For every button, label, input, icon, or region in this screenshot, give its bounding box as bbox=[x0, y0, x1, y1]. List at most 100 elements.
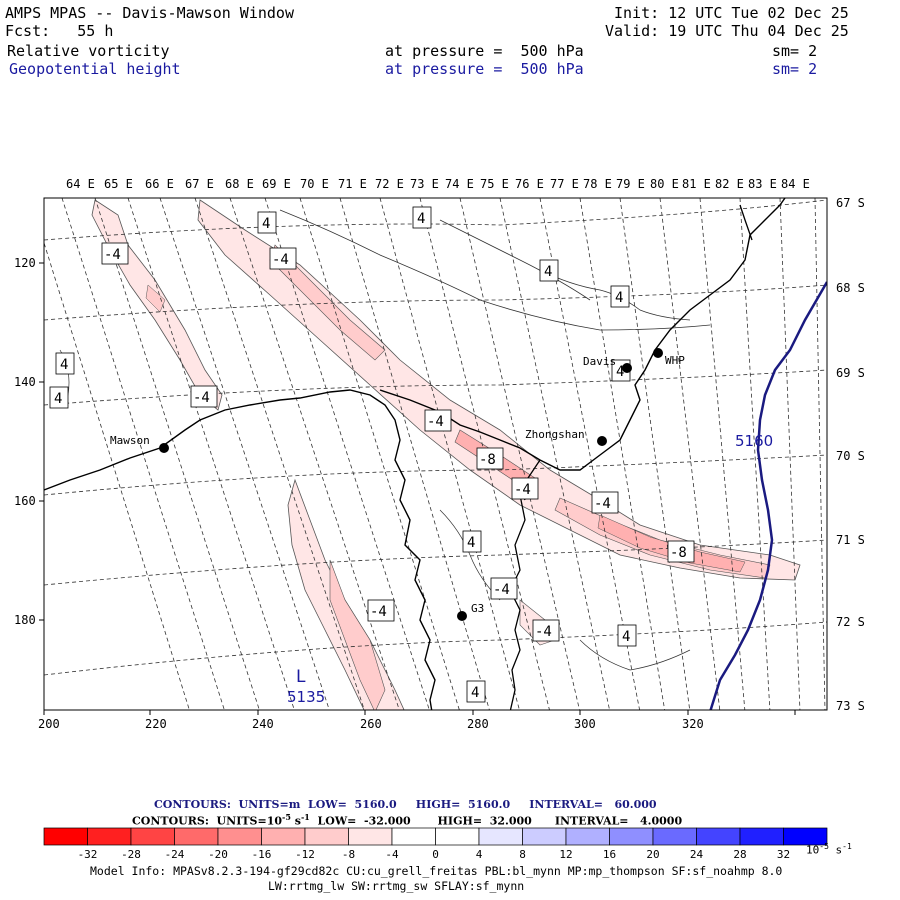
coastline-east bbox=[379, 198, 786, 471]
y-tick-label: 140 bbox=[14, 375, 36, 389]
x-tick-label: 220 bbox=[145, 717, 167, 731]
vort-legend-interval: INTERVAL= 4.0000 bbox=[554, 814, 683, 828]
contour-label-box: 4 bbox=[617, 624, 637, 647]
lon-label: 77 E bbox=[550, 177, 579, 191]
colorbar-unit-s: s bbox=[828, 843, 843, 857]
contour-labels: 4 -4 4 -4 4 4 4 4 -4 4 -4 -8 -4 -4 -8 4 … bbox=[49, 206, 695, 703]
station-marker-davis[interactable] bbox=[622, 363, 632, 373]
colorbar-swatch bbox=[522, 827, 567, 846]
lon-label: 79 E bbox=[616, 177, 645, 191]
colorbar-tick-label: 20 bbox=[646, 848, 659, 861]
vort-legend-exp2: -1 bbox=[300, 812, 310, 822]
station-label-g3: G3 bbox=[471, 602, 484, 615]
contour-label-box: 4 bbox=[466, 680, 486, 703]
field2-level: at pressure = 500 hPa bbox=[385, 60, 584, 78]
contour-label-box: -4 bbox=[101, 242, 129, 265]
y-axis: 120 140 160 180 bbox=[14, 256, 44, 627]
colorbar-tick-label: -8 bbox=[342, 848, 355, 861]
colorbar-tick-label: 24 bbox=[690, 848, 704, 861]
lon-label: 66 E bbox=[145, 177, 174, 191]
height-contour-legend: CONTOURS: UNITS=m LOW= 5160.0 HIGH= 5160… bbox=[154, 798, 657, 811]
forecast-label: Fcst: bbox=[5, 22, 51, 40]
svg-text:4: 4 bbox=[544, 264, 552, 280]
colorbar-swatch bbox=[783, 827, 828, 846]
lon-labels: 64 E 65 E 66 E 67 E 68 E 69 E 70 E 71 E … bbox=[66, 177, 810, 191]
lon-label: 67 E bbox=[185, 177, 214, 191]
x-tick-label: 280 bbox=[467, 717, 489, 731]
lon-label: 64 E bbox=[66, 177, 95, 191]
height-legend-high: HIGH= 5160.0 bbox=[415, 798, 511, 811]
colorbar-tick-label: 32 bbox=[777, 848, 790, 861]
station-marker-zhongshan[interactable] bbox=[597, 436, 607, 446]
field1-level-value: 500 hPa bbox=[520, 42, 584, 60]
station-marker-whp[interactable] bbox=[653, 348, 663, 358]
contour-label-box: 4 bbox=[539, 259, 559, 282]
station-label-davis: Davis bbox=[583, 355, 616, 368]
svg-text:4: 4 bbox=[60, 357, 68, 373]
height-legend-units: CONTOURS: UNITS=m LOW= 5160.0 bbox=[154, 798, 397, 811]
x-tick-label: 320 bbox=[682, 717, 704, 731]
contour-label-box: -4 bbox=[424, 409, 452, 432]
svg-text:4: 4 bbox=[54, 391, 62, 407]
vorticity-band-core1 bbox=[269, 244, 386, 361]
svg-text:-4: -4 bbox=[370, 604, 387, 620]
valid-time: Valid: 19 UTC Thu 04 Dec 25 bbox=[605, 22, 849, 40]
station-marker-mawson[interactable] bbox=[159, 443, 169, 453]
svg-text:-8: -8 bbox=[479, 452, 496, 468]
vorticity-band-main bbox=[197, 199, 801, 581]
station-label-zhongshan: Zhongshan bbox=[525, 428, 585, 441]
svg-text:4: 4 bbox=[417, 211, 425, 227]
station-label-mawson: Mawson bbox=[110, 434, 150, 447]
contour-label-box: -4 bbox=[490, 577, 518, 600]
vort-legend-high: HIGH= 32.000 bbox=[437, 814, 532, 828]
color-bar: -32 -28 -24 -20 -16 -12 -8 -4 0 4 8 12 16 20 24 28 32 bbox=[43, 827, 828, 861]
forecast-hour: Fcst: 55 h bbox=[5, 22, 113, 40]
lat-label: 70 S bbox=[836, 449, 865, 463]
svg-text:4: 4 bbox=[615, 290, 623, 306]
station-marker-g3[interactable] bbox=[457, 611, 467, 621]
svg-text:4: 4 bbox=[622, 629, 630, 645]
x-tick-label: 200 bbox=[38, 717, 60, 731]
field2-level-label: at pressure = bbox=[385, 60, 503, 78]
lat-label: 71 S bbox=[836, 533, 865, 547]
field1-smooth: sm= 2 bbox=[772, 42, 818, 60]
height-contour-label: 5160 bbox=[735, 432, 773, 450]
svg-text:-4: -4 bbox=[104, 247, 121, 263]
height-legend-interval: INTERVAL= 60.000 bbox=[529, 798, 657, 811]
colorbar-swatch bbox=[478, 827, 523, 846]
colorbar-swatch bbox=[87, 827, 132, 846]
colorbar-tick-label: -20 bbox=[208, 848, 228, 861]
contour-label-box: -8 bbox=[667, 540, 695, 563]
map-frame bbox=[43, 197, 828, 711]
contour-label-box: -4 bbox=[269, 247, 297, 270]
low-value-label: 5135 bbox=[287, 688, 325, 706]
colorbar-swatch bbox=[217, 827, 262, 846]
lat-labels: 67 S 68 S 69 S 70 S 71 S 72 S 73 S bbox=[836, 196, 865, 713]
lon-label: 83 E bbox=[748, 177, 777, 191]
contour-label-box: 4 bbox=[610, 285, 630, 308]
x-tick-label: 260 bbox=[360, 717, 382, 731]
lon-label: 70 E bbox=[300, 177, 329, 191]
vorticity-band-south-core bbox=[329, 559, 386, 710]
vorticity-contour-legend: CONTOURS: UNITS=10-5 s-1 LOW= -32.000 HI… bbox=[132, 812, 682, 828]
graticule bbox=[44, 198, 827, 710]
contour-label-box: 4 bbox=[462, 530, 482, 553]
lon-label: 76 E bbox=[515, 177, 544, 191]
colorbar-tick-label: -4 bbox=[385, 848, 399, 861]
colorbar-tick-label: 28 bbox=[733, 848, 746, 861]
coastline-west bbox=[44, 389, 436, 710]
colorbar-swatch bbox=[435, 827, 480, 846]
lon-label: 73 E bbox=[410, 177, 439, 191]
lon-label: 68 E bbox=[225, 177, 254, 191]
svg-text:-4: -4 bbox=[272, 252, 289, 268]
positive-contour-2 bbox=[439, 219, 591, 301]
colorbar-tick-label: 12 bbox=[559, 848, 572, 861]
colorbar-unit-exp2: -1 bbox=[842, 842, 852, 851]
positive-contour-5 bbox=[579, 639, 691, 671]
positive-contour-4 bbox=[439, 509, 501, 601]
vorticity-band-south bbox=[287, 478, 405, 710]
svg-text:-4: -4 bbox=[493, 582, 510, 598]
colorbar-tick-label: -16 bbox=[252, 848, 272, 861]
lon-label: 65 E bbox=[104, 177, 133, 191]
